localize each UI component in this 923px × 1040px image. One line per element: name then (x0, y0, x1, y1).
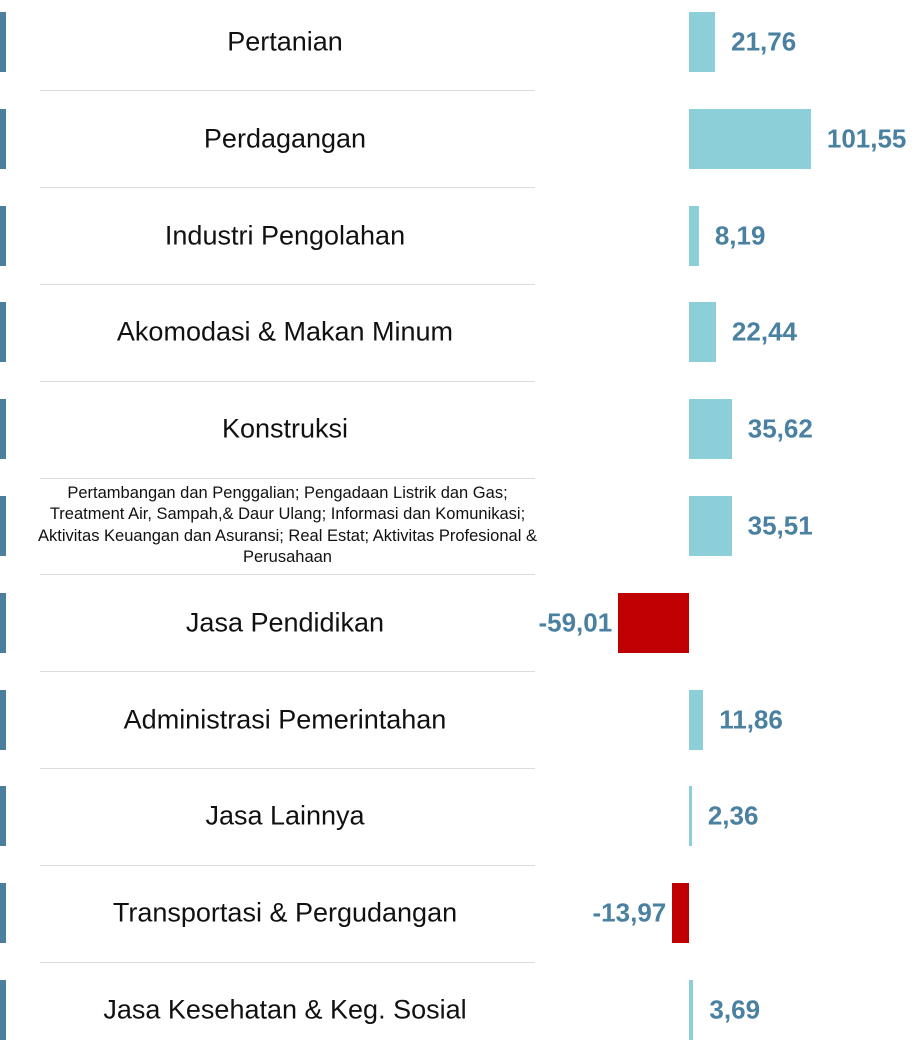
value-label: 101,55 (826, 123, 907, 154)
value-label: 2,36 (707, 800, 759, 831)
bar (689, 399, 732, 460)
bar (689, 689, 704, 750)
bar (689, 786, 692, 847)
row-tab (0, 399, 6, 460)
bar (689, 205, 699, 266)
value-label: 21,76 (731, 26, 797, 57)
row-tab (0, 205, 6, 266)
bar (689, 12, 716, 72)
separator (40, 864, 535, 866)
bar (672, 883, 689, 944)
row-tab (0, 883, 6, 944)
row-tab (0, 12, 6, 72)
separator (40, 380, 535, 382)
row-tab (0, 302, 6, 363)
category-label: Perdagangan (203, 123, 367, 154)
separator (40, 961, 535, 963)
separator (40, 477, 535, 479)
value-label: 3,69 (709, 994, 761, 1025)
value-label: 11,86 (719, 704, 783, 735)
separator (40, 284, 535, 285)
bar (689, 302, 716, 363)
value-label: 35,51 (747, 510, 813, 541)
row-tab (0, 592, 6, 653)
category-label: Transportasi & Pergudangan (112, 897, 458, 928)
value-label: 22,44 (731, 316, 797, 347)
category-label: Administrasi Pemerintahan (123, 704, 447, 735)
separator (40, 768, 535, 769)
category-label: Jasa Lainnya (205, 800, 365, 831)
row-tab (0, 980, 6, 1040)
bar (618, 592, 689, 653)
category-label: Jasa Kesehatan & Keg. Sosial (103, 994, 467, 1025)
separator (40, 574, 535, 576)
bar (689, 980, 694, 1040)
value-label: -13,97 (592, 897, 667, 928)
category-label: Akomodasi & Makan Minum (116, 316, 454, 347)
row-tab (0, 496, 6, 556)
category-label: Pertanian (227, 26, 343, 57)
category-label: Pertambangan dan Penggalian; Pengadaan L… (38, 484, 537, 567)
separator (40, 187, 535, 189)
value-label: 35,62 (747, 413, 813, 444)
value-label: 8,19 (714, 220, 766, 251)
row-tab (0, 689, 6, 750)
row-tab (0, 108, 6, 169)
value-label: -59,01 (538, 607, 613, 638)
category-label: Jasa Pendidikan (185, 607, 385, 638)
category-label: Industri Pengolahan (164, 220, 406, 251)
row-tab (0, 786, 6, 847)
bar (689, 496, 732, 556)
separator (40, 671, 535, 673)
separator (40, 90, 535, 92)
bar (689, 108, 811, 169)
category-label: Konstruksi (221, 413, 349, 444)
